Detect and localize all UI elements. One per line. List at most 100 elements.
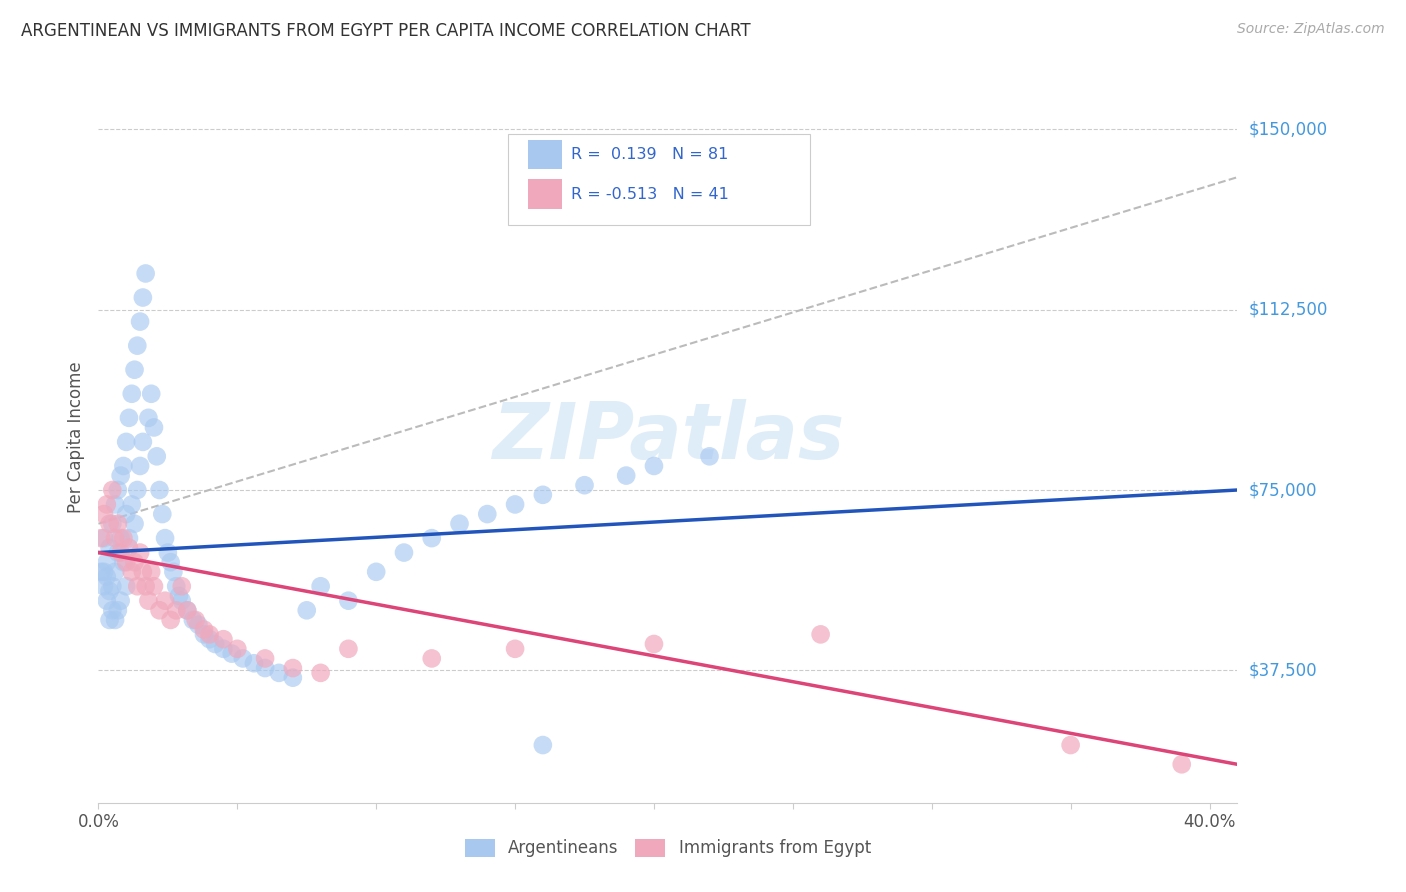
Point xyxy=(148,483,170,497)
Point xyxy=(118,410,141,425)
Point xyxy=(121,565,143,579)
Point xyxy=(124,516,146,531)
Point xyxy=(281,661,304,675)
Point xyxy=(143,579,166,593)
Point xyxy=(170,593,193,607)
Point xyxy=(135,267,157,281)
Point xyxy=(107,483,129,497)
Point xyxy=(96,593,118,607)
Point xyxy=(138,410,160,425)
Point xyxy=(243,657,266,671)
Point xyxy=(115,579,138,593)
Point xyxy=(138,593,160,607)
Point xyxy=(127,338,149,352)
Point xyxy=(104,565,127,579)
Point xyxy=(204,637,226,651)
Text: $150,000: $150,000 xyxy=(1249,120,1327,138)
Point xyxy=(118,531,141,545)
Point xyxy=(93,565,115,579)
Point xyxy=(153,531,176,545)
Point xyxy=(98,613,121,627)
Point xyxy=(107,545,129,559)
Point xyxy=(118,541,141,555)
Point xyxy=(184,613,207,627)
Point xyxy=(1170,757,1192,772)
Point xyxy=(176,603,198,617)
Point xyxy=(101,483,124,497)
Point xyxy=(477,507,499,521)
Point xyxy=(212,632,235,647)
Point xyxy=(295,603,318,617)
Point xyxy=(699,450,721,464)
Point xyxy=(143,420,166,434)
Point xyxy=(614,468,637,483)
Point xyxy=(141,386,163,401)
Point xyxy=(574,478,596,492)
Point xyxy=(110,531,132,545)
Point xyxy=(93,531,115,545)
Text: ARGENTINEAN VS IMMIGRANTS FROM EGYPT PER CAPITA INCOME CORRELATION CHART: ARGENTINEAN VS IMMIGRANTS FROM EGYPT PER… xyxy=(21,22,751,40)
Point xyxy=(124,555,146,569)
Point xyxy=(129,315,152,329)
Point xyxy=(420,531,443,545)
Point xyxy=(107,516,129,531)
Point xyxy=(110,593,132,607)
Point xyxy=(281,671,304,685)
Bar xyxy=(527,179,562,209)
Point xyxy=(121,386,143,401)
Point xyxy=(309,665,332,680)
Point xyxy=(165,579,187,593)
Text: $37,500: $37,500 xyxy=(1249,662,1317,680)
Point xyxy=(98,516,121,531)
Point xyxy=(337,593,360,607)
Text: $75,000: $75,000 xyxy=(1249,481,1317,499)
Point xyxy=(254,661,277,675)
Point xyxy=(226,641,249,656)
Point xyxy=(267,665,290,680)
Point xyxy=(96,555,118,569)
Point xyxy=(181,613,204,627)
Point xyxy=(392,545,415,559)
Text: $112,500: $112,500 xyxy=(1249,301,1327,318)
Point xyxy=(156,545,179,559)
Point xyxy=(150,507,173,521)
Point xyxy=(148,603,170,617)
Point xyxy=(112,458,135,473)
Point xyxy=(129,545,152,559)
Point xyxy=(112,555,135,569)
Point xyxy=(165,603,187,617)
Point xyxy=(96,498,118,512)
Point xyxy=(503,498,526,512)
Point xyxy=(366,565,388,579)
Legend: Argentineans, Immigrants from Egypt: Argentineans, Immigrants from Egypt xyxy=(458,832,877,864)
Point xyxy=(167,589,190,603)
Text: ZIPatlas: ZIPatlas xyxy=(492,399,844,475)
Point xyxy=(193,623,215,637)
Point xyxy=(132,565,155,579)
Point xyxy=(232,651,254,665)
Point xyxy=(132,434,155,449)
Point xyxy=(187,617,209,632)
Y-axis label: Per Capita Income: Per Capita Income xyxy=(66,361,84,513)
Point xyxy=(198,627,221,641)
Point xyxy=(115,507,138,521)
Point xyxy=(1059,738,1081,752)
Point xyxy=(90,565,112,579)
Point xyxy=(170,579,193,593)
Point xyxy=(129,458,152,473)
Point xyxy=(98,541,121,555)
Point xyxy=(121,498,143,512)
Point xyxy=(96,569,118,583)
Bar xyxy=(527,140,562,169)
Point xyxy=(104,613,127,627)
Point xyxy=(93,507,115,521)
Text: Source: ZipAtlas.com: Source: ZipAtlas.com xyxy=(1237,22,1385,37)
Point xyxy=(531,738,554,752)
Point xyxy=(101,516,124,531)
Point xyxy=(124,362,146,376)
Text: R = -0.513   N = 41: R = -0.513 N = 41 xyxy=(571,186,728,202)
Point xyxy=(127,579,149,593)
Point xyxy=(159,555,181,569)
Point xyxy=(98,584,121,599)
Point xyxy=(420,651,443,665)
